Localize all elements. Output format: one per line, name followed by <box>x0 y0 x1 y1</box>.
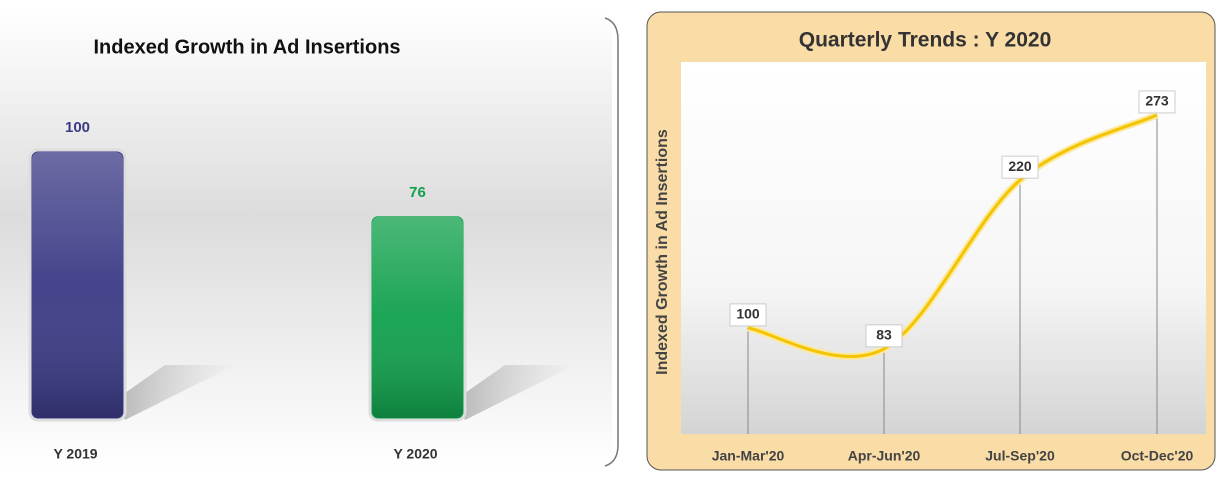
bar-shadow <box>455 365 575 420</box>
x-tick-label: Jul-Sep'20 <box>985 448 1055 464</box>
y-axis-label: Indexed Growth in Ad Insertions <box>654 129 671 375</box>
value-label-box <box>729 303 767 327</box>
bar-gloss <box>372 216 463 418</box>
chart-title: Indexed Growth in Ad Insertions <box>93 36 400 58</box>
x-tick-label: Oct-Dec'20 <box>1121 448 1194 464</box>
plot-area <box>681 62 1206 434</box>
panel-divider <box>604 17 619 467</box>
value-label: 100 <box>736 306 760 322</box>
value-label-box <box>1138 90 1176 114</box>
value-label: 220 <box>1008 158 1032 174</box>
bar-shadow <box>115 365 235 420</box>
x-tick-label: Jan-Mar'20 <box>712 448 785 464</box>
line <box>747 113 1158 359</box>
x-tick-label: Y 2020 <box>393 446 437 462</box>
x-tick-label: Y 2019 <box>53 446 97 462</box>
x-tick-label: Apr-Jun'20 <box>848 448 921 464</box>
value-label-box <box>1001 155 1039 179</box>
value-label: 83 <box>876 327 892 343</box>
value-label: 273 <box>1145 93 1169 109</box>
bar-gloss <box>32 152 123 418</box>
value-label: 76 <box>409 184 426 201</box>
value-label: 100 <box>65 119 90 136</box>
chart-title: Quarterly Trends : Y 2020 <box>799 29 1052 52</box>
value-label-box <box>865 324 903 348</box>
